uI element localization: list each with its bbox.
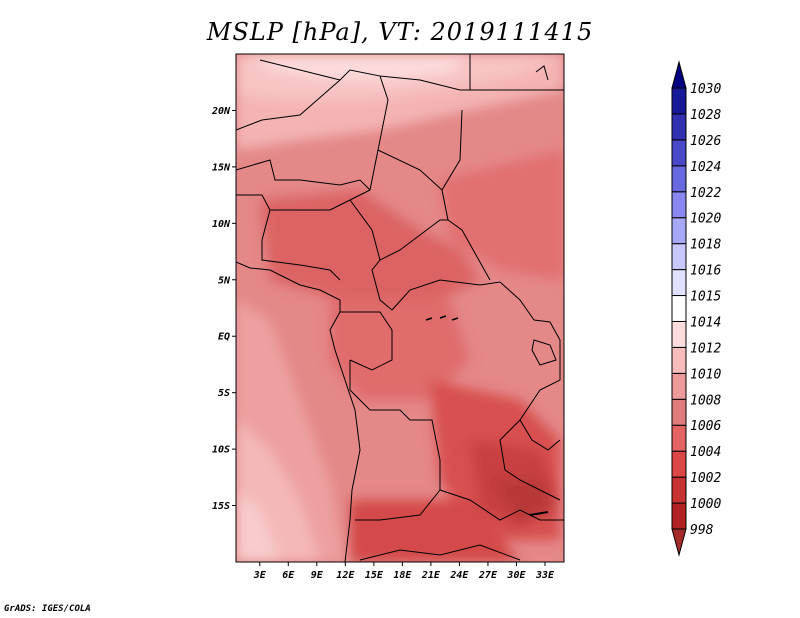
colorbar-swatch <box>671 320 687 348</box>
colorbar-swatch <box>671 191 687 219</box>
lon-tick-label: 30E <box>506 570 526 581</box>
colorbar-swatch <box>671 165 687 193</box>
colorbar-swatch <box>671 217 687 245</box>
colorbar-swatch <box>671 139 687 167</box>
country-borders <box>236 54 564 562</box>
colorbar-label: 1014 <box>690 315 721 330</box>
colorbar-swatch <box>671 372 687 400</box>
colorbar-swatch <box>671 113 687 141</box>
lon-tick-label: 12E <box>336 570 355 581</box>
colorbar-label: 1022 <box>690 186 721 201</box>
lon-tick-label: 27E <box>478 570 498 581</box>
lon-tick-label: 21E <box>421 570 441 581</box>
colorbar-bottom-triangle <box>671 528 687 557</box>
lat-tick-label: 5N <box>218 275 231 286</box>
pressure-field <box>236 54 564 562</box>
colorbar-label: 1002 <box>690 471 721 486</box>
lon-tick-label: 6E <box>282 570 295 581</box>
lon-tick-label: 9E <box>311 570 324 581</box>
lon-tick-label: 24E <box>449 570 469 581</box>
lat-tick-label: EQ <box>218 332 230 343</box>
colorbar-label: 1006 <box>690 419 721 434</box>
colorbar-label: 1012 <box>690 341 721 356</box>
colorbar-swatch <box>671 398 687 426</box>
colorbar-label: 1010 <box>690 367 721 382</box>
longitude-axis: 3E 6E 9E 12E 15E 18E 21E 24E 27E 30E 33E <box>253 562 555 581</box>
lon-tick-label: 18E <box>393 570 412 581</box>
colorbar-swatch <box>671 476 687 504</box>
colorbar-legend: 998 1000 1002 1004 1006 1008 1010 1012 1014 1015 1… <box>671 60 721 557</box>
colorbar-swatch <box>671 269 687 297</box>
colorbar-label: 1004 <box>690 445 721 460</box>
colorbar-swatch <box>671 424 687 452</box>
colorbar-swatch <box>671 87 687 115</box>
map-title: MSLP [hPa], VT: 2019111415 <box>206 18 594 46</box>
colorbar-label: 1024 <box>690 160 721 175</box>
colorbar-label: 1026 <box>690 134 721 149</box>
colorbar-label: 1028 <box>690 108 721 123</box>
colorbar-label: 1030 <box>690 82 721 97</box>
lat-tick-label: 15N <box>212 162 231 173</box>
colorbar-label: 1015 <box>690 290 721 305</box>
colorbar-label: 998 <box>690 523 714 538</box>
colorbar-swatch <box>671 346 687 374</box>
colorbar-label: 1018 <box>690 238 721 253</box>
map-frame <box>235 53 565 563</box>
lon-tick-label: 33E <box>535 570 555 581</box>
lat-tick-label: 20N <box>211 106 231 117</box>
colorbar-swatch <box>671 243 687 271</box>
colorbar-swatch <box>671 450 687 478</box>
lat-tick-label: 5S <box>218 388 230 399</box>
lat-tick-label: 15S <box>212 501 230 512</box>
colorbar-top-triangle <box>671 60 687 89</box>
colorbar-swatch <box>671 295 687 322</box>
lat-tick-label: 10N <box>212 219 231 230</box>
colorbar-label: 1020 <box>690 212 721 227</box>
colorbar-label: 1008 <box>690 393 721 408</box>
grads-credit: GrADS: IGES/COLA <box>4 604 91 614</box>
lat-tick-label: 10S <box>212 445 230 456</box>
colorbar-label: 1000 <box>690 497 721 512</box>
lon-tick-label: 3E <box>253 570 267 581</box>
lon-tick-label: 15E <box>365 570 384 581</box>
colorbar-label: 1016 <box>690 264 721 279</box>
colorbar-swatch <box>671 502 687 530</box>
latitude-axis: 20N 15N 10N 5N EQ 5S 10S 15S <box>211 106 236 512</box>
